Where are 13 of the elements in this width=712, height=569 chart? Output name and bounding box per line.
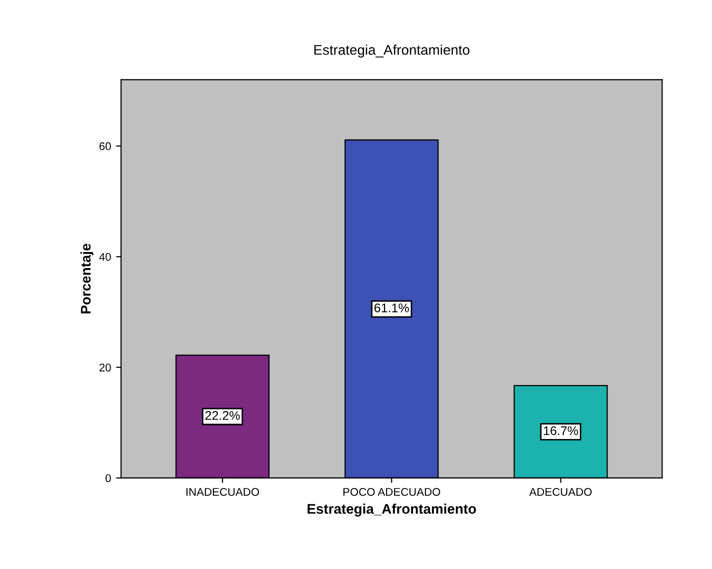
y-tick-label: 0 bbox=[106, 474, 111, 482]
data-label: 16.7% bbox=[544, 426, 578, 436]
data-label: 61.1% bbox=[374, 303, 409, 312]
y-tick-label: 60 bbox=[100, 142, 111, 150]
y-tick-label: 40 bbox=[99, 252, 111, 261]
chart-title: Estrategia_Afrontamiento bbox=[314, 44, 470, 58]
y-axis-title: Porcentaje bbox=[80, 244, 94, 314]
data-label: 22.2% bbox=[205, 411, 240, 420]
x-tick-label: INADECUADO bbox=[186, 488, 260, 496]
x-tick-label: POCO ADECUADO bbox=[343, 488, 440, 496]
x-axis-title: Estrategia_Afrontamiento bbox=[308, 504, 476, 517]
x-tick-label: ADECUADO bbox=[529, 488, 592, 496]
y-tick-label: 20 bbox=[100, 364, 111, 372]
